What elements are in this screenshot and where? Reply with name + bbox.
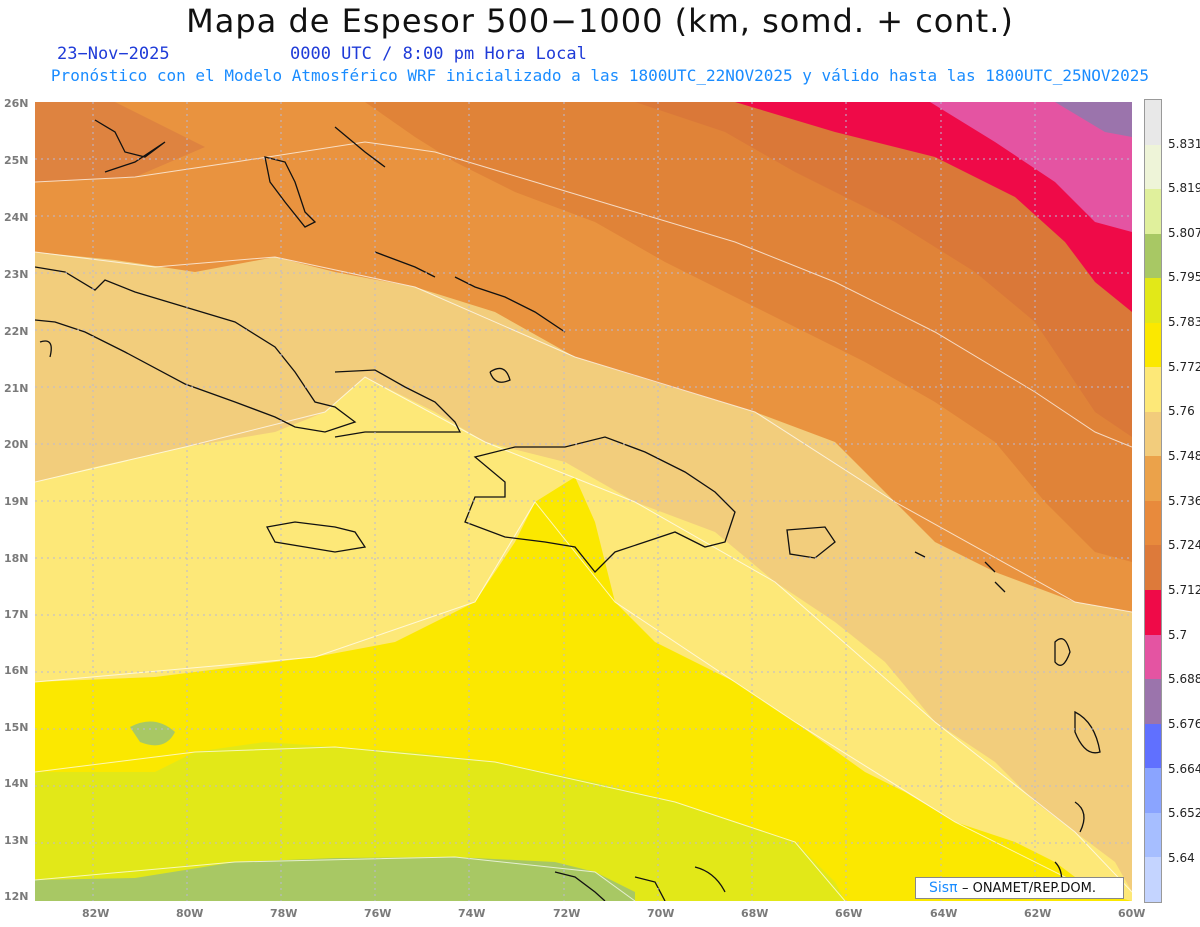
colorbar-segment	[1145, 456, 1161, 501]
forecast-date: 23−Nov−2025	[57, 44, 170, 64]
lat-label: 16N	[4, 664, 29, 677]
band-5783	[35, 742, 845, 901]
lon-label: 78W	[270, 907, 298, 920]
colorbar-segment	[1145, 411, 1161, 457]
colorbar-label: 5.664	[1168, 762, 1200, 776]
colorbar-label: 5.831	[1168, 137, 1200, 151]
band-5688	[930, 102, 1132, 232]
colorbar-segment	[1145, 367, 1161, 412]
colorbar-label: 5.652	[1168, 806, 1200, 820]
band-5795	[35, 857, 635, 901]
lat-label: 15N	[4, 721, 29, 734]
lon-label: 72W	[553, 907, 581, 920]
colorbar-label: 5.807	[1168, 226, 1200, 240]
colorbar-label: 5.748	[1168, 449, 1200, 463]
lon-label: 80W	[176, 907, 204, 920]
band-5676	[1055, 102, 1132, 137]
colorbar-label: 5.64	[1168, 851, 1195, 865]
thickness-map	[35, 102, 1132, 901]
contour-fill-layer	[35, 102, 1132, 901]
colorbar-label: 5.7	[1168, 628, 1188, 642]
colorbar-segment	[1145, 812, 1161, 858]
colorbar-label: 5.724	[1168, 538, 1200, 552]
colorbar-segment	[1145, 723, 1161, 769]
colorbar-label: 5.688	[1168, 672, 1200, 686]
colorbar-segment	[1145, 500, 1161, 546]
lon-label: 60W	[1118, 907, 1146, 920]
lon-label: 62W	[1024, 907, 1052, 920]
lat-label: 18N	[4, 552, 29, 565]
lat-label: 19N	[4, 495, 29, 508]
colorbar-segment	[1145, 679, 1161, 724]
colorbar-label: 5.736	[1168, 494, 1200, 508]
lon-label: 70W	[647, 907, 675, 920]
colorbar-segment	[1145, 590, 1161, 635]
lat-label: 24N	[4, 211, 29, 224]
colorbar-label: 5.772	[1168, 360, 1200, 374]
colorbar-segment	[1145, 100, 1161, 145]
lat-label: 14N	[4, 777, 29, 790]
lat-lon-grid	[35, 102, 1132, 901]
lon-label: 74W	[458, 907, 486, 920]
colorbar-segment	[1145, 857, 1161, 902]
lat-label: 21N	[4, 382, 29, 395]
colorbar-segment	[1145, 545, 1161, 591]
lon-label: 66W	[835, 907, 863, 920]
colorbar-segment	[1145, 322, 1161, 368]
model-subtitle: Pronóstico con el Modelo Atmosférico WRF…	[50, 66, 1150, 85]
lat-label: 25N	[4, 154, 29, 167]
lat-label: 23N	[4, 268, 29, 281]
forecast-time: 0000 UTC / 8:00 pm Hora Local	[290, 44, 587, 64]
colorbar-segment	[1145, 144, 1161, 190]
lat-label: 13N	[4, 834, 29, 847]
map-title: Mapa de Espesor 500−1000 (km, somd. + co…	[186, 2, 1014, 40]
colorbar-label: 5.819	[1168, 181, 1200, 195]
colorbar-segment	[1145, 233, 1161, 279]
colorbar-segment	[1145, 768, 1161, 813]
colorbar-label: 5.676	[1168, 717, 1200, 731]
colorbar-label: 5.712	[1168, 583, 1200, 597]
lon-label: 64W	[930, 907, 958, 920]
colorbar-segment	[1145, 189, 1161, 234]
lat-label: 22N	[4, 325, 29, 338]
sispi-logo: Sisπ	[929, 880, 958, 896]
credit-box: Sisπ – ONAMET/REP.DOM.	[915, 877, 1124, 899]
lon-label: 68W	[741, 907, 769, 920]
colorbar-segment	[1145, 634, 1161, 680]
lat-label: 12N	[4, 890, 29, 903]
credit-org: – ONAMET/REP.DOM.	[961, 881, 1096, 896]
lat-label: 17N	[4, 608, 29, 621]
colorbar	[1144, 99, 1162, 903]
lat-label: 26N	[4, 97, 29, 110]
lat-label: 20N	[4, 438, 29, 451]
colorbar-label: 5.783	[1168, 315, 1200, 329]
colorbar-label: 5.795	[1168, 270, 1200, 284]
band-5795-patch	[130, 721, 175, 746]
colorbar-segment	[1145, 278, 1161, 323]
lon-label: 76W	[364, 907, 392, 920]
lon-label: 82W	[82, 907, 110, 920]
colorbar-label: 5.76	[1168, 404, 1195, 418]
